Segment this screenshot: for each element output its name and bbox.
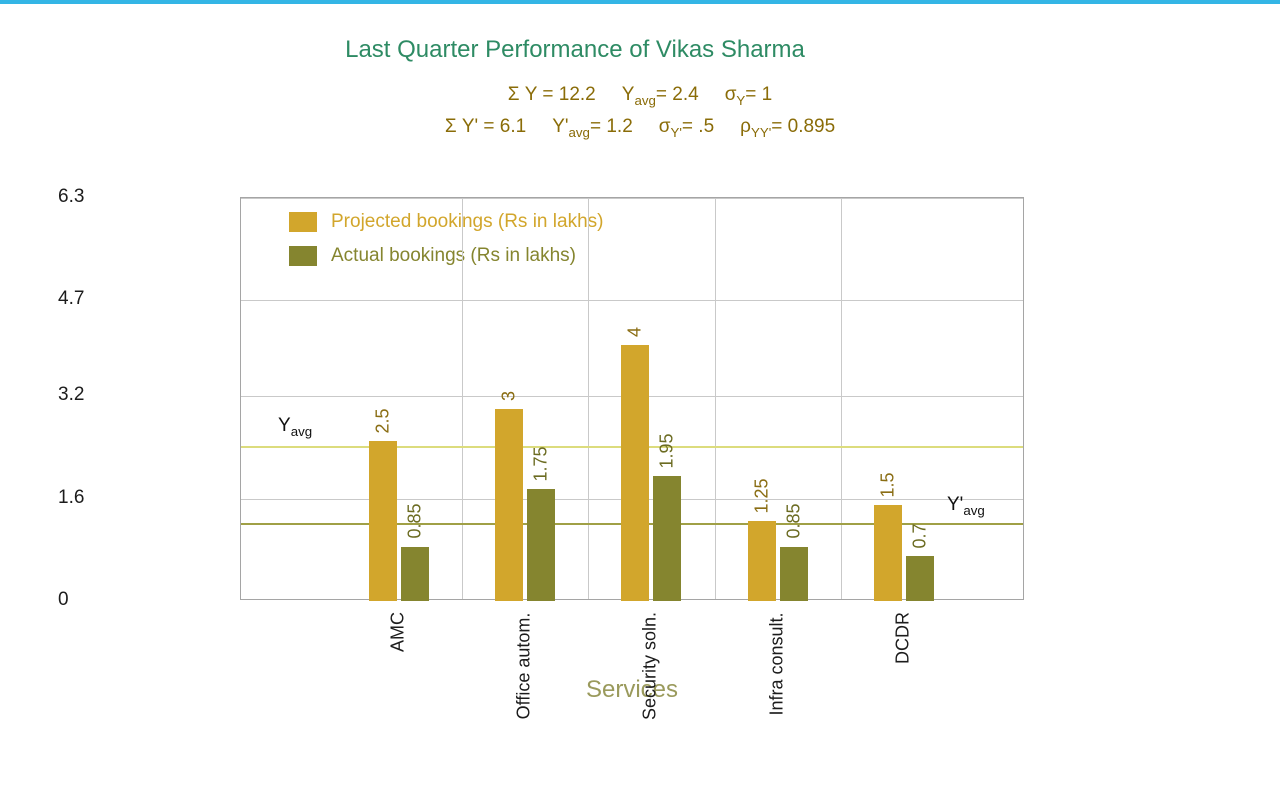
bar-projected-infra-consult bbox=[747, 521, 776, 601]
stat-item: Σ Y' = 6.1 bbox=[444, 116, 527, 137]
bar-projected-amc bbox=[368, 441, 397, 601]
x-axis-category-label: AMC bbox=[387, 612, 407, 652]
x-axis-category-label: Office autom. bbox=[513, 612, 534, 719]
x-axis-category-label: Security soln. bbox=[639, 611, 660, 721]
y-axis-tick-label: 0 bbox=[58, 589, 69, 610]
bar-value-label: 1.5 bbox=[877, 472, 898, 498]
bar-actual-dcdr bbox=[906, 556, 935, 601]
chart-title: Last Quarter Performance of Vikas Sharma bbox=[345, 36, 805, 63]
bar-projected-office-autom bbox=[494, 409, 523, 601]
legend-item-actual: Actual bookings (Rs in lakhs) bbox=[289, 245, 603, 267]
bar-value-label: 0.85 bbox=[783, 503, 804, 539]
y-axis-tick-label: 1.6 bbox=[58, 486, 85, 508]
bar-value-label: 4 bbox=[624, 327, 645, 338]
bar-actual-amc bbox=[400, 546, 429, 601]
bar-actual-office-autom bbox=[526, 489, 555, 601]
stat-item: σY= 1 bbox=[724, 84, 773, 108]
bar-value-label: 1.25 bbox=[751, 478, 772, 514]
v-gridline bbox=[588, 198, 590, 599]
legend-swatch-projected-icon bbox=[289, 212, 317, 232]
legend: Projected bookings (Rs in lakhs) Actual … bbox=[289, 211, 603, 279]
ref-line-label-yprime-avg: Y'avg bbox=[947, 494, 985, 519]
stat-item: Σ Y = 12.2 bbox=[507, 84, 596, 105]
bar-value-label: 1.95 bbox=[656, 433, 677, 469]
h-gridline bbox=[241, 300, 1023, 302]
y-axis-tick-label: 4.7 bbox=[58, 288, 85, 310]
stat-item: ρYY'= 0.895 bbox=[740, 116, 836, 140]
bar-value-label: 2.5 bbox=[372, 408, 392, 434]
v-gridline bbox=[461, 198, 463, 599]
bar-value-label: 0.7 bbox=[909, 523, 930, 549]
stat-item: Yavg= 2.4 bbox=[621, 84, 699, 108]
bar-projected-dcdr bbox=[874, 505, 903, 601]
bar-value-label: 3 bbox=[498, 391, 519, 402]
h-gridline bbox=[241, 198, 1023, 199]
ref-line-label-y-avg: Yavg bbox=[278, 415, 313, 440]
x-axis-title: Services bbox=[585, 676, 679, 703]
stats-line-1: Σ Y = 12.2 Yavg= 2.4 σY= 1 bbox=[0, 84, 1280, 108]
x-axis-category-label: Infra consult. bbox=[766, 611, 787, 716]
y-axis-tick-label: 6.3 bbox=[58, 186, 85, 207]
bar-projected-security-soln bbox=[621, 345, 650, 601]
stats-line-2: Σ Y' = 6.1 Y'avg= 1.2 σY'= .5 ρYY'= 0.895 bbox=[0, 116, 1280, 140]
bar-value-label: 0.85 bbox=[404, 503, 424, 539]
x-axis-category-label: DCDR bbox=[892, 612, 913, 664]
v-gridline bbox=[714, 198, 716, 599]
legend-swatch-actual-icon bbox=[289, 246, 317, 266]
stat-item: σY'= .5 bbox=[658, 116, 715, 140]
bar-value-label: 1.75 bbox=[530, 446, 551, 482]
legend-item-projected: Projected bookings (Rs in lakhs) bbox=[289, 211, 603, 233]
legend-label-actual: Actual bookings (Rs in lakhs) bbox=[331, 245, 576, 266]
legend-label-projected: Projected bookings (Rs in lakhs) bbox=[331, 211, 604, 232]
bar-actual-security-soln bbox=[653, 476, 682, 601]
bar-actual-infra-consult bbox=[779, 546, 808, 601]
v-gridline bbox=[840, 198, 842, 599]
window-top-accent-bar bbox=[0, 0, 1280, 4]
y-axis-tick-label: 3.2 bbox=[58, 384, 85, 406]
stat-item: Y'avg= 1.2 bbox=[552, 116, 633, 140]
plot-area: Projected bookings (Rs in lakhs) Actual … bbox=[240, 197, 1024, 601]
